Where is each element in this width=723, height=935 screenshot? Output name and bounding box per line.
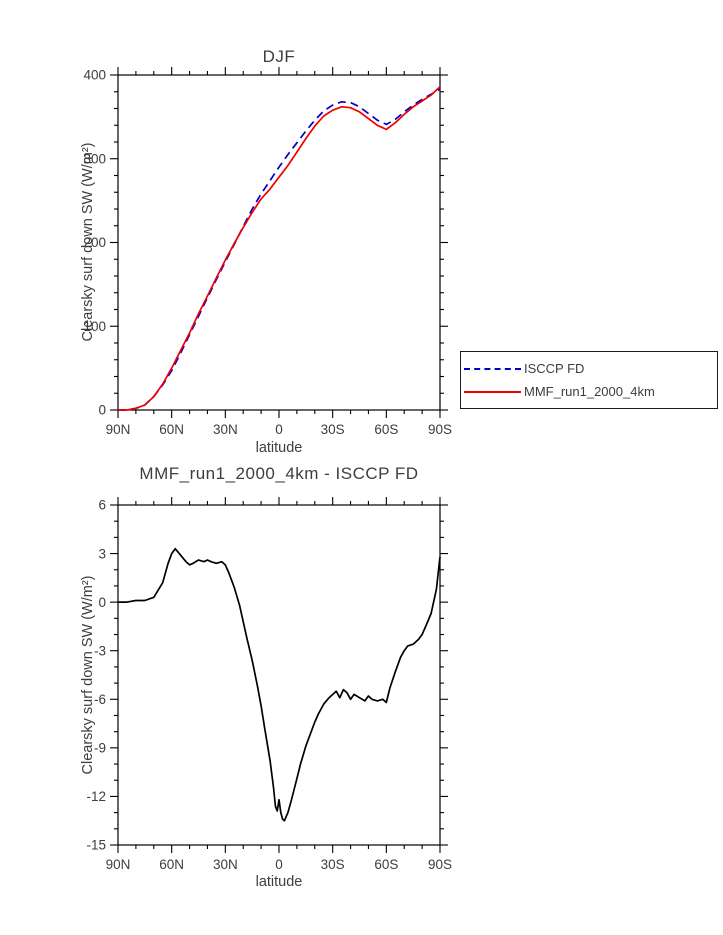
svg-text:0: 0 bbox=[98, 595, 106, 610]
svg-text:60N: 60N bbox=[159, 422, 184, 437]
svg-text:60S: 60S bbox=[374, 857, 398, 872]
top-chart-x-axis-label: latitude bbox=[255, 440, 303, 456]
svg-text:30S: 30S bbox=[321, 422, 345, 437]
svg-text:30N: 30N bbox=[213, 422, 238, 437]
legend-label-mmf: MMF_run1_2000_4km bbox=[524, 384, 655, 399]
legend-line-sample-isccp-icon bbox=[464, 367, 521, 370]
svg-text:6: 6 bbox=[98, 498, 106, 513]
svg-text:-12: -12 bbox=[86, 789, 106, 804]
bottom-chart-title: MMF_run1_2000_4km - ISCCP FD bbox=[139, 464, 419, 483]
svg-text:-15: -15 bbox=[86, 838, 106, 853]
legend-line-sample-mmf-icon bbox=[464, 390, 521, 393]
svg-text:-6: -6 bbox=[94, 692, 106, 707]
legend-item-mmf: MMF_run1_2000_4km bbox=[464, 384, 714, 399]
svg-text:30S: 30S bbox=[321, 857, 345, 872]
top-chart-title: DJF bbox=[262, 47, 296, 66]
svg-text:90S: 90S bbox=[428, 422, 452, 437]
svg-text:400: 400 bbox=[83, 68, 106, 83]
svg-text:-3: -3 bbox=[94, 643, 106, 658]
svg-text:0: 0 bbox=[275, 422, 283, 437]
svg-text:3: 3 bbox=[98, 546, 106, 561]
bottom-chart-y-axis-label: Clearsky surf down SW (W/m²) bbox=[80, 575, 96, 775]
svg-text:200: 200 bbox=[83, 235, 106, 250]
legend-item-isccp: ISCCP FD bbox=[464, 361, 714, 376]
svg-text:0: 0 bbox=[98, 403, 106, 418]
svg-text:30N: 30N bbox=[213, 857, 238, 872]
svg-text:90S: 90S bbox=[428, 857, 452, 872]
svg-text:-9: -9 bbox=[94, 741, 106, 756]
svg-text:90N: 90N bbox=[106, 857, 131, 872]
bottom-chart-x-axis-label: latitude bbox=[255, 874, 303, 890]
top-chart-y-axis-label: Clearsky surf down SW (W/m²) bbox=[80, 142, 96, 342]
svg-text:0: 0 bbox=[275, 857, 283, 872]
svg-text:60S: 60S bbox=[374, 422, 398, 437]
legend-label-isccp: ISCCP FD bbox=[524, 361, 585, 376]
svg-text:90N: 90N bbox=[106, 422, 131, 437]
legend-box: ISCCP FD MMF_run1_2000_4km bbox=[460, 351, 718, 409]
svg-text:100: 100 bbox=[83, 319, 106, 334]
svg-text:60N: 60N bbox=[159, 857, 184, 872]
svg-text:300: 300 bbox=[83, 151, 106, 166]
